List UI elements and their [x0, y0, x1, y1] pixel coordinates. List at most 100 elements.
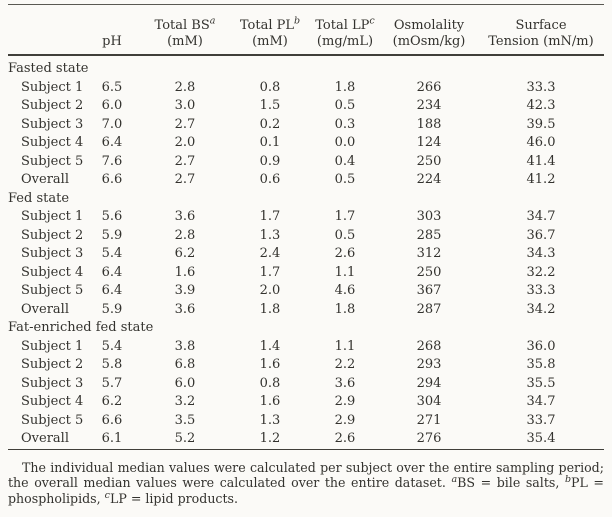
group-label: Fat-enriched fed state: [8, 320, 154, 335]
cell-total-bs: 3.8: [174, 338, 196, 354]
group-label: Fasted state: [8, 61, 89, 76]
row-label: Subject 4: [21, 264, 84, 280]
cell-total-pl: 1.4: [259, 338, 281, 354]
col-header-line1: Total LPc: [315, 15, 375, 33]
cell-osmolality: 276: [416, 431, 442, 446]
cell-ph: 6.4: [101, 135, 123, 150]
table-row: Subject 5 6.6 3.5 1.3 2.9 271 33.7: [8, 412, 604, 431]
table-row: Subject 2 5.8 6.8 1.6 2.2 293 35.8: [8, 356, 604, 375]
cell-total-lp: 0.5: [334, 172, 356, 187]
cell-osmolality: 268: [416, 338, 442, 354]
cell-ph: 5.4: [101, 338, 123, 354]
cell-total-lp: 1.1: [334, 264, 356, 280]
cell-total-pl: 0.2: [259, 116, 281, 132]
row-label: Overall: [21, 431, 69, 446]
col-header-line2: (mM): [252, 34, 288, 49]
cell-ph: 5.6: [101, 209, 123, 224]
cell-surface-tension: 34.7: [526, 394, 556, 409]
cell-osmolality: 293: [416, 357, 442, 372]
table-row: Overall 5.9 3.6 1.8 1.8 287 34.2: [8, 301, 604, 320]
cell-total-bs: 3.5: [174, 412, 196, 428]
header-row: pH Total BSa (mM) Total PLb (mM) Total L…: [8, 5, 604, 56]
group-row: Fat-enriched fed state: [8, 319, 604, 338]
cell-ph: 6.4: [101, 283, 123, 298]
cell-ph: 5.8: [101, 357, 123, 372]
cell-ph: 7.0: [101, 116, 123, 132]
cell-total-bs: 3.0: [174, 98, 196, 113]
table-top-rule: [8, 4, 604, 5]
cell-total-lp: 2.2: [334, 357, 356, 372]
col-header-line2: Tension (mN/m): [488, 34, 594, 49]
row-label: Subject 3: [21, 375, 84, 391]
cell-total-pl: 1.7: [259, 209, 281, 224]
cell-ph: 5.7: [101, 375, 123, 391]
cell-osmolality: 188: [416, 116, 442, 132]
col-header-line2: (mOsm/kg): [392, 34, 466, 49]
cell-total-bs: 3.6: [174, 209, 196, 224]
table-row: Subject 4 6.2 3.2 1.6 2.9 304 34.7: [8, 393, 604, 412]
cell-osmolality: 250: [416, 153, 442, 169]
cell-total-bs: 2.8: [174, 227, 196, 243]
cell-ph: 5.9: [101, 301, 123, 317]
row-label: Subject 1: [21, 338, 84, 354]
table-footnote: The individual median values were calcul…: [8, 460, 604, 507]
footnote-text: The individual median values were calcul…: [8, 459, 604, 491]
cell-total-pl: 1.6: [259, 394, 281, 409]
cell-total-bs: 1.6: [174, 264, 196, 280]
group-row: Fasted state: [8, 55, 604, 79]
cell-total-pl: 0.1: [259, 135, 281, 150]
row-label: Overall: [21, 172, 69, 187]
cell-surface-tension: 32.2: [526, 264, 556, 280]
cell-osmolality: 304: [416, 394, 442, 409]
table-row: Subject 5 6.4 3.9 2.0 4.6 367 33.3: [8, 282, 604, 301]
footnote-sup-b: b: [564, 474, 572, 486]
cell-surface-tension: 34.7: [526, 209, 556, 224]
cell-total-bs: 6.8: [174, 357, 196, 372]
cell-total-pl: 1.8: [259, 301, 281, 317]
cell-surface-tension: 34.3: [526, 246, 556, 261]
col-header-total-bs: Total BSa (mM): [140, 5, 230, 56]
cell-surface-tension: 33.7: [526, 412, 556, 428]
biorelevant-media-table: pH Total BSa (mM) Total PLb (mM) Total L…: [8, 5, 604, 450]
cell-surface-tension: 35.5: [526, 375, 556, 391]
cell-osmolality: 294: [416, 375, 442, 391]
cell-osmolality: 285: [416, 227, 442, 243]
cell-total-pl: 0.6: [259, 172, 281, 187]
footnote-sup-a: a: [451, 474, 458, 486]
col-header-line1: Surface: [515, 18, 567, 33]
cell-total-lp: 1.8: [334, 301, 356, 317]
row-label: Subject 1: [21, 79, 84, 95]
cell-total-bs: 2.8: [174, 79, 196, 95]
cell-total-pl: 1.2: [259, 431, 281, 446]
cell-osmolality: 234: [416, 98, 442, 113]
table-header: pH Total BSa (mM) Total PLb (mM) Total L…: [8, 5, 604, 56]
cell-ph: 6.2: [101, 394, 123, 409]
cell-total-lp: 2.9: [334, 394, 356, 409]
cell-total-lp: 0.0: [334, 135, 356, 150]
cell-total-lp: 0.4: [334, 153, 356, 169]
cell-total-lp: 3.6: [334, 375, 356, 391]
table-row: Subject 1 6.5 2.8 0.8 1.8 266 33.3: [8, 79, 604, 98]
col-header-surface-tension: Surface Tension (mN/m): [478, 5, 604, 56]
footnote-text: BS = bile salts,: [457, 475, 565, 491]
footnote-sup-c: c: [104, 489, 110, 501]
table-row: Subject 3 7.0 2.7 0.2 0.3 188 39.5: [8, 116, 604, 135]
cell-total-lp: 0.5: [334, 98, 356, 113]
row-label: Subject 2: [21, 98, 84, 113]
cell-total-pl: 0.9: [259, 153, 281, 169]
table-row: Subject 5 7.6 2.7 0.9 0.4 250 41.4: [8, 153, 604, 172]
table-row: Subject 1 5.6 3.6 1.7 1.7 303 34.7: [8, 208, 604, 227]
cell-total-bs: 6.0: [174, 375, 196, 391]
cell-total-bs: 2.7: [174, 153, 196, 169]
col-header-line1: Total PLb: [239, 15, 301, 33]
cell-total-bs: 3.9: [174, 283, 196, 298]
row-label: Subject 4: [21, 394, 84, 409]
table-row: Overall 6.1 5.2 1.2 2.6 276 35.4: [8, 430, 604, 449]
col-header-osmolality: Osmolality (mOsm/kg): [380, 5, 478, 56]
col-header-ph: pH: [84, 5, 140, 56]
cell-total-pl: 1.7: [259, 264, 281, 280]
footnote-text: PL = phospholipids,: [8, 475, 604, 507]
cell-surface-tension: 36.0: [526, 338, 556, 354]
cell-ph: 6.5: [101, 79, 123, 95]
cell-ph: 6.6: [101, 172, 123, 187]
